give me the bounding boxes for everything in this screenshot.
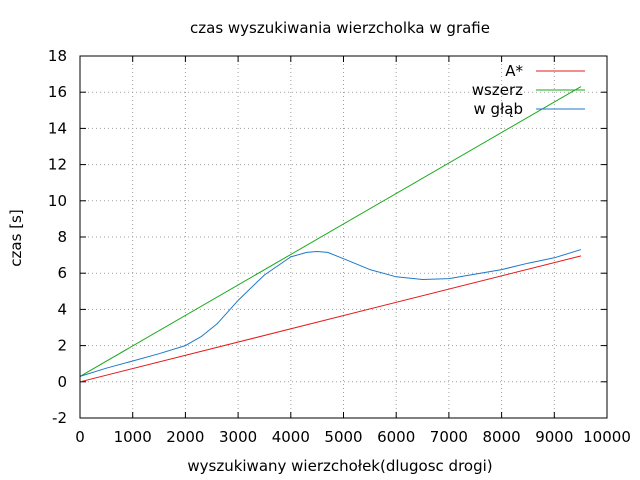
x-tick-label: 6000 — [377, 428, 415, 446]
y-tick-label: 14 — [48, 119, 67, 137]
x-tick-label: 7000 — [430, 428, 468, 446]
x-tick-label: 10000 — [583, 428, 631, 446]
x-tick-label: 5000 — [324, 428, 362, 446]
legend-label: A* — [505, 62, 523, 80]
x-tick-label: 0 — [75, 428, 85, 446]
tick-labels: 0 1000 2000 3000 4000 5000 6000 7000 8000 9000 100… — [48, 47, 631, 446]
legend-label: w głąb — [473, 100, 523, 118]
y-tick-label: -2 — [52, 409, 67, 427]
series-line-3 — [79, 249, 582, 377]
x-tick-label: 9000 — [535, 428, 573, 446]
grid — [80, 56, 607, 418]
series-line-1 — [79, 255, 582, 383]
y-tick-label: 18 — [48, 47, 67, 65]
y-tick-label: 2 — [57, 337, 67, 355]
series-lines — [79, 86, 582, 383]
y-axis-label: czas [s] — [7, 209, 25, 266]
y-tick-label: 0 — [57, 373, 67, 391]
plot-frame — [79, 55, 608, 419]
y-tick-label: 8 — [57, 228, 67, 246]
x-tick-label: 8000 — [483, 428, 521, 446]
y-tick-label: 6 — [57, 264, 67, 282]
y-tick-label: 4 — [57, 300, 67, 318]
chart-title: czas wyszukiwania wierzcholka w grafie — [190, 19, 490, 37]
x-axis-label: wyszukiwany wierzchołek(dlugosc drogi) — [187, 457, 492, 475]
series-line-2 — [79, 86, 582, 377]
axis-ticks — [79, 55, 608, 419]
x-tick-label: 2000 — [166, 428, 204, 446]
y-tick-label: 12 — [48, 156, 67, 174]
y-tick-label: 10 — [48, 192, 67, 210]
legend-label: wszerz — [472, 81, 523, 99]
x-tick-label: 4000 — [272, 428, 310, 446]
x-tick-label: 1000 — [114, 428, 152, 446]
x-tick-label: 3000 — [219, 428, 257, 446]
y-tick-label: 16 — [48, 83, 67, 101]
